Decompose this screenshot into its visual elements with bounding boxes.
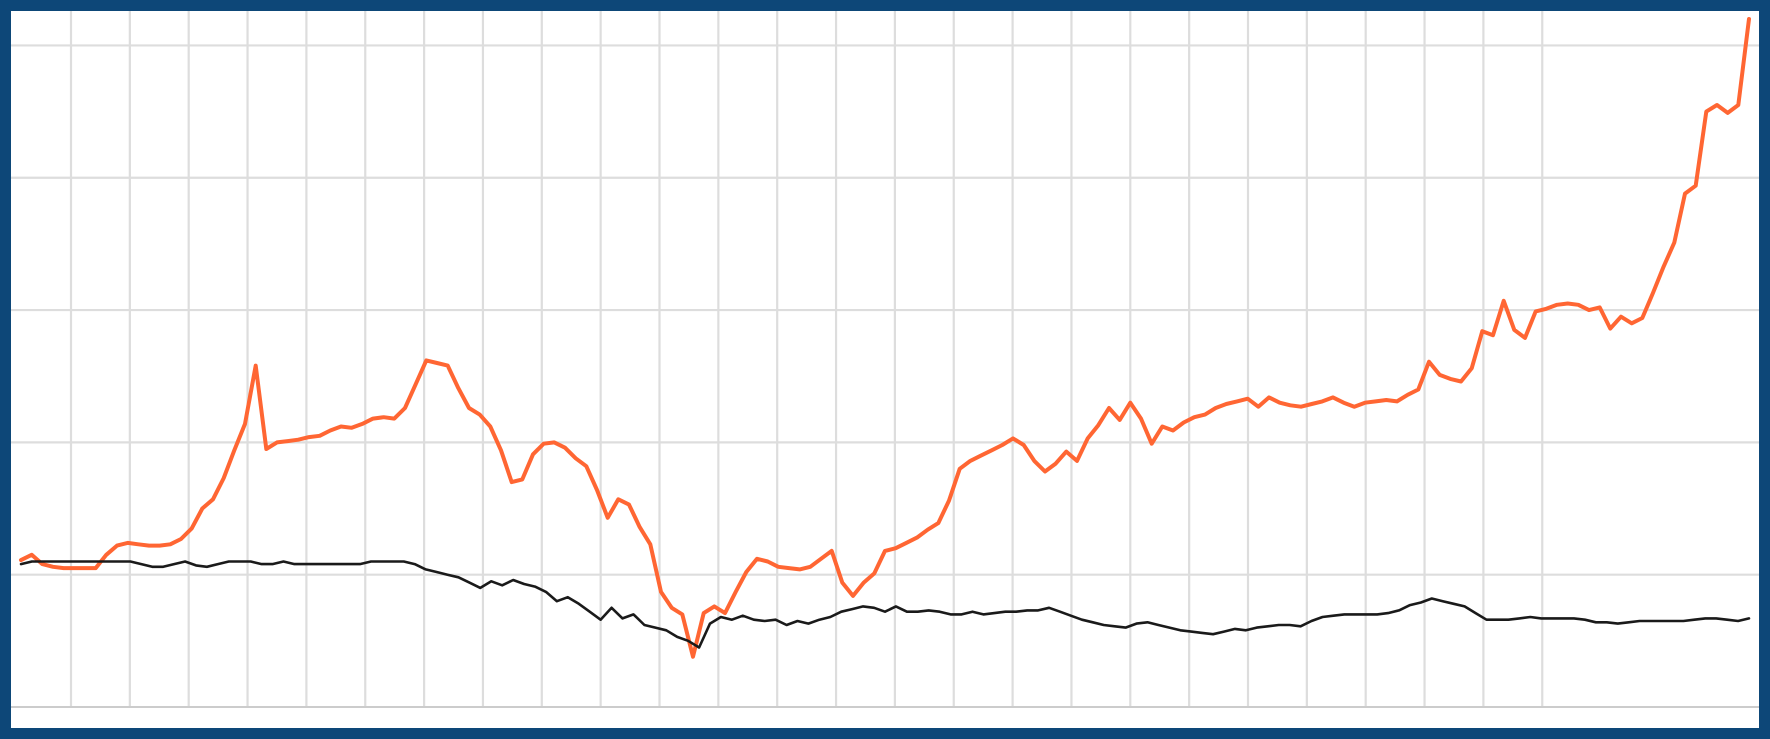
line-chart bbox=[11, 11, 1759, 708]
chart-frame bbox=[11, 11, 1759, 728]
series-line-1 bbox=[19, 17, 1751, 659]
chart-grid bbox=[11, 11, 1759, 708]
chart-series bbox=[19, 17, 1751, 659]
series-line-2 bbox=[19, 560, 1751, 649]
